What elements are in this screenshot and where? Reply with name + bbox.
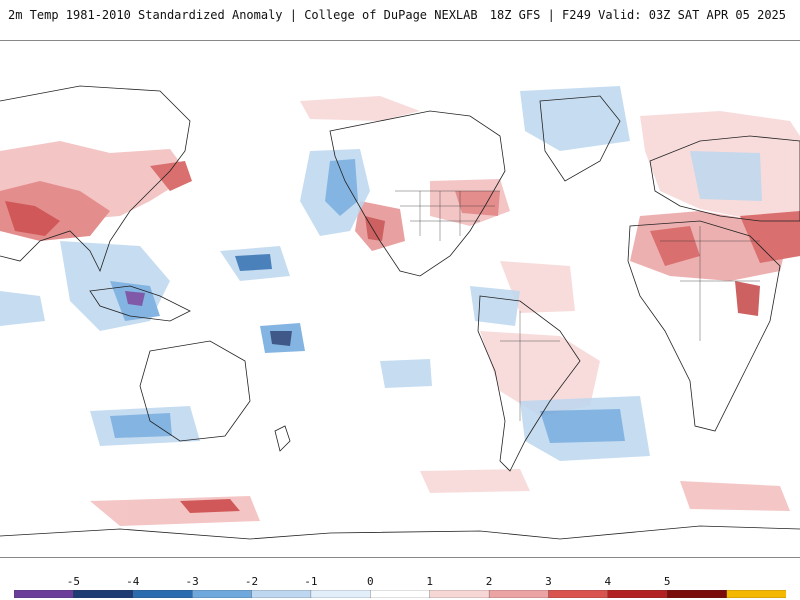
political-borders bbox=[395, 190, 760, 421]
legend-tick-label: 0 bbox=[366, 575, 374, 588]
header: 2m Temp 1981-2010 Standardized Anomaly |… bbox=[0, 0, 800, 32]
legend-swatch bbox=[488, 590, 550, 598]
model-run-info: 18Z GFS | F249 Valid: 03Z SAT APR 05 202… bbox=[489, 8, 786, 22]
legend-tick-label: 1 bbox=[426, 575, 433, 588]
warm-anomaly-fill bbox=[0, 96, 800, 526]
legend-swatch bbox=[310, 590, 371, 598]
legend-tick-label: 5 bbox=[663, 575, 671, 588]
legend-tick-label: -1 bbox=[304, 575, 318, 588]
legend-swatch bbox=[667, 590, 728, 598]
legend-swatch bbox=[370, 590, 431, 598]
legend-swatch bbox=[73, 590, 134, 598]
legend-tick-label: -2 bbox=[244, 575, 259, 588]
legend-swatch bbox=[548, 590, 609, 598]
legend-swatch bbox=[132, 590, 193, 598]
legend-tick-label: -3 bbox=[185, 575, 199, 588]
legend-swatch bbox=[726, 590, 786, 598]
legend-swatch bbox=[429, 590, 490, 598]
anomaly-map bbox=[0, 40, 800, 558]
legend-tick-label: -5 bbox=[66, 575, 80, 588]
map-title: 2m Temp 1981-2010 Standardized Anomaly |… bbox=[8, 8, 478, 22]
map-canvas bbox=[0, 41, 800, 557]
cold-anomaly-fill bbox=[0, 86, 762, 461]
legend-tick-label: 3 bbox=[545, 575, 552, 588]
color-legend-bar bbox=[14, 590, 786, 598]
legend-tick-label: -4 bbox=[126, 575, 140, 588]
legend-swatch bbox=[607, 590, 668, 598]
legend-tick-label: 2 bbox=[485, 575, 493, 588]
legend-tick-label: 4 bbox=[604, 575, 612, 588]
legend-swatch bbox=[192, 590, 253, 598]
legend-swatch bbox=[251, 590, 312, 598]
coastlines bbox=[0, 85, 800, 540]
legend-swatch bbox=[14, 590, 75, 598]
